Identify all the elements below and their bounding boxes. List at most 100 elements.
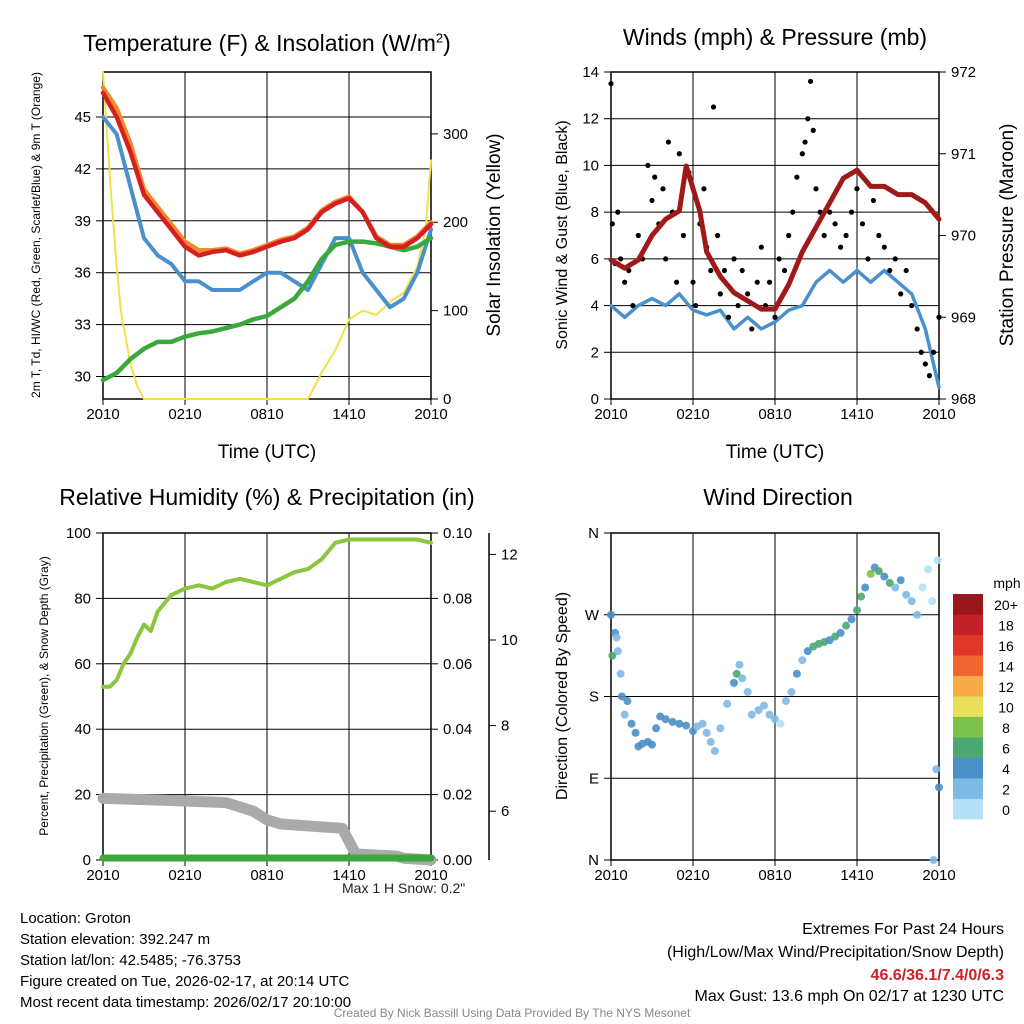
pressure-axis-label: 971: [951, 146, 976, 163]
direction-point: [754, 706, 763, 715]
gust-point: [717, 291, 723, 297]
x-tick-label: 2010: [594, 867, 627, 884]
direction-point: [880, 572, 889, 581]
x-tick-label: 0210: [168, 867, 201, 884]
gust-point: [881, 244, 887, 250]
x-tick-label: 0210: [168, 406, 201, 423]
colorbar-swatch: [953, 676, 983, 697]
pressure-axis-label: 970: [951, 228, 976, 245]
colorbar-label: 0: [1002, 802, 1010, 818]
y-tick-label: N: [588, 852, 599, 869]
y-tick-label: 0: [83, 852, 91, 869]
gust-point: [652, 174, 658, 180]
direction-point: [874, 567, 883, 576]
series-line-hiwc: [101, 115, 433, 310]
direction-point: [861, 583, 870, 592]
colorbar-swatch: [953, 635, 983, 656]
gust-point: [859, 221, 866, 227]
gust-point: [790, 209, 796, 215]
y-tick-label: 20: [74, 787, 91, 804]
gust-point: [930, 349, 937, 355]
pressure-axis-label: 969: [951, 309, 976, 326]
rh-panel-title: Relative Humidity (%) & Precipitation (i…: [59, 484, 475, 510]
gust-point: [848, 209, 855, 215]
extremes-values: 46.6/36.1/7.4/0/6.3: [870, 967, 1004, 984]
gust-point: [608, 81, 614, 87]
direction-point: [710, 747, 719, 755]
direction-point: [913, 610, 922, 619]
direction-point: [631, 728, 640, 737]
x-tick-label: 2010: [594, 406, 627, 423]
direction-point: [730, 678, 738, 687]
y-tick-label: W: [585, 607, 600, 624]
gust-point: [649, 197, 655, 204]
direction-point: [747, 710, 756, 719]
precip-axis-label: 0.04: [443, 721, 472, 738]
y-tick-label: N: [588, 525, 599, 542]
y-tick-label: 36: [74, 265, 91, 282]
gust-point: [680, 232, 687, 239]
y-axis-title: Percent, Precipitation (Green), & Snow D…: [37, 556, 51, 835]
gust-point: [609, 221, 615, 227]
x-tick-label: 0810: [758, 406, 791, 423]
direction-point: [738, 674, 747, 683]
x-tick-label: 0810: [758, 867, 791, 884]
direction-point: [924, 565, 933, 574]
credit: Created By Nick Bassill Using Data Provi…: [333, 1006, 691, 1020]
colorbar-unit: mph: [993, 575, 1020, 591]
y-tick-label: 10: [582, 157, 599, 174]
max-gust: Max Gust: 13.6 mph On 02/17 at 1230 UTC: [694, 988, 1005, 1005]
direction-point: [933, 556, 942, 565]
direction-point: [857, 592, 866, 601]
extremes-title: Extremes For Past 24 Hours: [802, 921, 1004, 938]
gust-point: [870, 197, 877, 204]
x-tick-label: 2010: [922, 406, 955, 423]
colorbar-label: 12: [998, 679, 1014, 695]
extremes-subtitle: (High/Low/Max Wind/Precipitation/Snow De…: [666, 944, 1004, 961]
direction-point: [652, 724, 661, 733]
y-axis-title: 2m T, Td, HI/WC (Red, Green, Scarlet/Blu…: [29, 72, 43, 398]
pressure-axis-label: 972: [951, 64, 976, 81]
colorbar-label: 18: [998, 618, 1014, 634]
gust-point: [731, 256, 737, 262]
gust-point: [721, 267, 728, 274]
elevation: Station elevation: 392.247 m: [20, 931, 211, 948]
gust-point: [805, 116, 811, 122]
colorbar-label: 8: [1002, 720, 1010, 736]
dir-panel-title: Wind Direction: [703, 484, 853, 510]
colorbar-label: 6: [1002, 741, 1010, 757]
x-tick-label: 2010: [922, 867, 955, 884]
gust-point: [807, 78, 814, 84]
gust-point: [660, 186, 666, 192]
colorbar-swatch: [953, 655, 983, 676]
gust-point: [754, 279, 760, 285]
direction-point: [675, 719, 684, 728]
gust-point: [735, 302, 741, 309]
insolation-axis-label: 200: [443, 214, 468, 231]
direction-point: [723, 699, 732, 708]
gust-point: [827, 209, 833, 215]
gust-point: [772, 314, 778, 320]
x-tick-label: 1410: [840, 867, 873, 884]
gust-point: [799, 151, 805, 157]
direction-point: [928, 597, 937, 606]
x-tick-label: 0810: [250, 406, 283, 423]
colorbar-label: 10: [998, 700, 1014, 716]
y-tick-label: 0: [591, 391, 599, 408]
gust-point: [725, 314, 732, 320]
direction-point: [792, 669, 801, 678]
y2-axis-title: Station Pressure (Maroon): [997, 124, 1018, 347]
direction-point: [771, 715, 779, 724]
y-axis-title: Sonic Wind & Gust (Blue, Black): [554, 120, 571, 349]
x-tick-label: 2010: [414, 406, 447, 423]
colorbar-swatch: [953, 737, 983, 758]
gust-point: [645, 162, 651, 169]
direction-point: [781, 697, 790, 706]
colorbar-swatch: [953, 696, 983, 717]
precip-axis-label: 0.06: [443, 656, 472, 673]
direction-point: [613, 647, 622, 656]
colorbar-swatch: [953, 614, 983, 635]
insolation-line: [102, 71, 432, 400]
lat-lon: Station lat/lon: 42.5485; -76.3753: [20, 952, 242, 969]
colorbar-swatch: [953, 717, 983, 738]
